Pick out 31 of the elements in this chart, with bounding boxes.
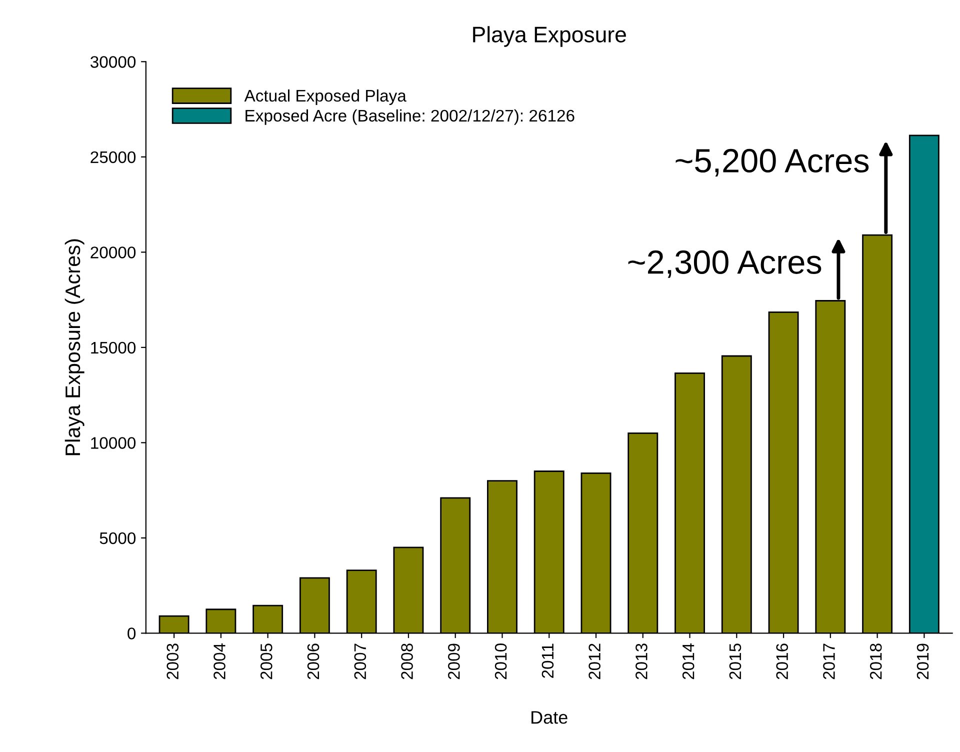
legend-label: Actual Exposed Playa [244,89,406,105]
x-axis-title: Date [532,711,568,724]
y-tick-label: 5000 [100,532,136,544]
chart-title: Playa Exposure [473,26,626,47]
x-tick-label: 2015 [729,644,742,680]
x-tick-label: 2004 [214,643,226,680]
annotation: ~2,300 Acres [628,250,822,278]
x-tick-label: 2018 [870,644,882,680]
x-tick-label: 2012 [588,644,600,680]
x-tick-label: 2009 [448,644,460,680]
y-tick-label: 15000 [91,342,136,354]
x-tick-label: 2003 [166,644,179,680]
x-tick-label: 2007 [354,644,366,680]
x-tick-label: 2013 [636,644,648,680]
y-tick-label: 25000 [90,151,136,164]
x-tick-label: 2005 [260,644,272,680]
x-tick-label: 2014 [682,643,694,680]
x-tick-label: 2016 [776,644,788,680]
annotation: ~5,200 Acres [676,148,869,176]
x-tick-label: 2010 [494,644,507,680]
y-tick-label: 10000 [91,437,136,449]
x-tick-label: 2006 [307,644,320,680]
x-tick-label: 2011 [542,644,554,678]
x-tick-label: 2008 [401,644,413,680]
y-tick-label: 20000 [90,246,136,258]
x-tick-label: 2017 [823,644,835,680]
y-tick-label: 30000 [90,56,136,68]
legend-label: Exposed Acre (Baseline: 2002/12/27): 26126 [246,109,574,125]
y-tick-label: 0 [128,628,136,640]
x-tick-label: 2019 [916,644,929,680]
y-axis-title: Playa Exposure (Acres) [64,239,84,456]
